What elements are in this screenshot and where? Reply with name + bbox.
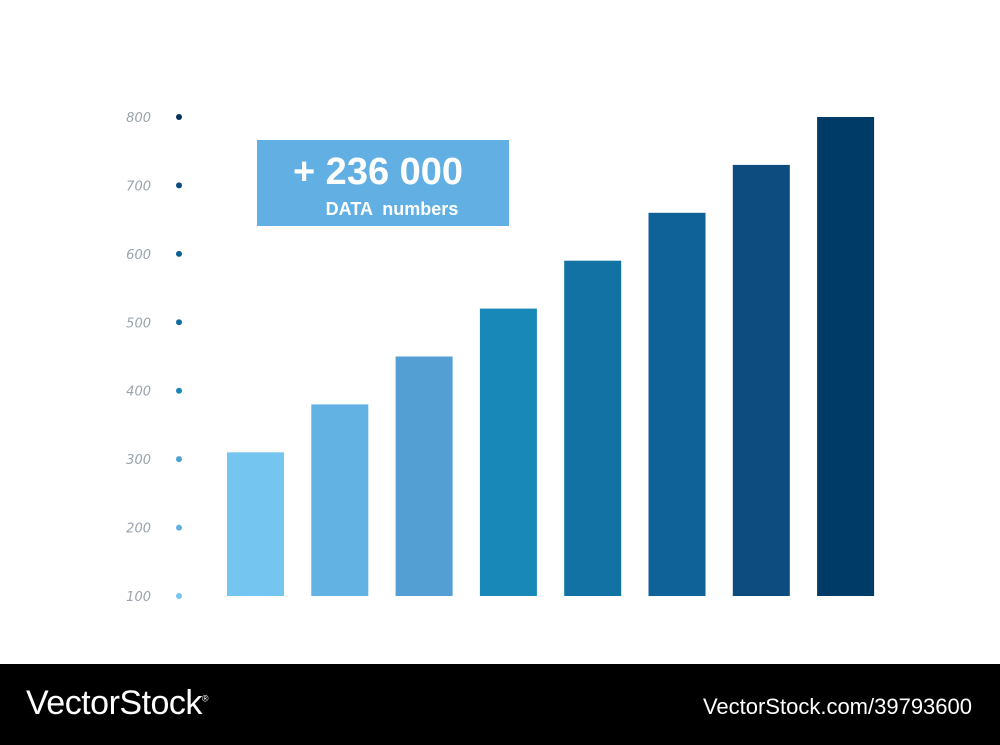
y-axis-ticks: 100 200 300 400 500 600 700 800 xyxy=(126,111,182,605)
bar xyxy=(227,452,284,596)
y-tick-label: 100 xyxy=(126,590,151,605)
y-tick-dot xyxy=(176,182,182,189)
bar xyxy=(817,117,875,596)
callout-background xyxy=(257,140,509,226)
callout-caption: DATA numbers xyxy=(326,199,459,219)
y-tick-dot xyxy=(176,456,182,463)
y-tick-dot xyxy=(176,250,182,257)
bar xyxy=(479,308,537,596)
y-tick-dot xyxy=(176,524,182,531)
y-tick-label: 300 xyxy=(126,453,151,468)
y-tick-dot xyxy=(176,593,182,599)
bar xyxy=(395,356,453,596)
y-tick-label: 200 xyxy=(126,522,151,537)
y-tick-label: 600 xyxy=(126,248,151,263)
callout-box: + 236 000 DATA numbers xyxy=(257,140,509,226)
bar xyxy=(564,260,622,596)
brand-logo: VectorStock® xyxy=(26,684,209,723)
image-reference: VectorStock.com/39793600 xyxy=(702,694,972,719)
y-tick-label: 800 xyxy=(126,111,151,126)
footer-bar: VectorStock® VectorStock.com/39793600 xyxy=(0,664,1000,745)
bars xyxy=(227,117,875,597)
brand-name: VectorStock xyxy=(26,684,202,722)
y-tick-dot xyxy=(176,387,182,394)
callout-value: + 236 000 xyxy=(293,151,463,193)
bar xyxy=(311,404,369,596)
bar xyxy=(732,164,790,596)
y-tick-label: 400 xyxy=(126,385,151,400)
y-tick-label: 500 xyxy=(126,316,151,331)
y-tick-dot xyxy=(176,319,182,326)
y-tick-label: 700 xyxy=(126,179,151,194)
bar-chart: 100 200 300 400 500 600 700 800 + 236 000 DATA … xyxy=(126,111,875,605)
bar xyxy=(648,212,706,597)
y-tick-dot xyxy=(176,114,182,120)
brand-registered-mark: ® xyxy=(201,693,209,704)
